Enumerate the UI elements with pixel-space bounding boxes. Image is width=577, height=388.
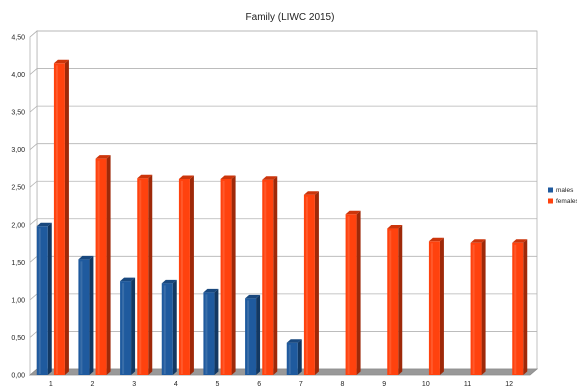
bar-males-1 [36,222,52,375]
bar-females-2 [95,155,111,375]
bar-males-3 [120,277,136,375]
bar-males-7 [286,339,302,375]
y-axis-ticks: 0,00 0,50 1,00 1,50 2,00 2,50 3,00 3,50 4,00 4,50 [11,35,25,380]
y-tick-label: 3,50 [11,110,25,117]
plot-side-wall [29,30,38,376]
y-tick-label: 3,00 [11,147,25,154]
x-tick-label: 4 [174,381,178,388]
bars [36,59,528,376]
gridline [29,68,537,75]
x-tick-label: 1 [49,381,53,388]
bar-males-2 [78,255,94,375]
bar-females-5 [220,175,236,375]
legend-label-females: females [556,198,577,205]
y-tick-label: 2,00 [11,222,25,229]
bar-females-3 [137,174,153,375]
bar-females-12 [512,239,528,375]
gridline [29,218,537,226]
y-tick-label: 0,00 [11,373,25,380]
bar-females-11 [470,239,486,375]
y-tick-label: 4,00 [11,72,25,79]
gridlines [29,30,537,338]
x-tick-label: 2 [91,381,95,388]
bar-males-5 [203,288,219,375]
bar-males-6 [245,294,261,375]
x-tick-label: 3 [132,381,136,388]
y-tick-label: 4,50 [11,35,25,42]
gridline [29,30,537,38]
gridline [29,180,537,188]
x-tick-label: 11 [464,381,471,388]
bar-females-9 [387,225,403,375]
y-tick-label: 2,50 [11,185,25,192]
bar-females-4 [178,175,194,375]
x-tick-label: 6 [257,381,261,388]
gridline [29,105,537,113]
legend-swatch-males [548,187,553,193]
legend-label-males: males [556,187,574,194]
chart-title: Family (LIWC 2015) [246,12,335,23]
bar-males-4 [161,279,177,375]
x-tick-label: 5 [216,381,220,388]
x-tick-label: 7 [299,381,303,388]
bar-females-6 [262,176,278,375]
y-tick-label: 0,50 [11,335,25,342]
y-tick-label: 1,00 [11,297,25,304]
gridline [29,143,537,150]
plot-floor [28,368,539,376]
x-tick-label: 8 [341,381,345,388]
legend: males females [548,187,577,205]
plot-back-wall [36,30,538,370]
bar-females-1 [53,59,69,376]
bar-females-7 [303,191,319,375]
x-tick-label: 10 [422,381,430,388]
x-tick-label: 9 [382,381,386,388]
legend-swatch-females [548,198,553,204]
y-tick-label: 1,50 [11,260,25,267]
bar-females-10 [428,237,444,375]
bar-females-8 [345,210,361,375]
x-tick-label: 12 [505,381,513,388]
x-axis-ticks: 1 2 3 4 5 6 7 8 9 10 11 12 [49,381,513,388]
